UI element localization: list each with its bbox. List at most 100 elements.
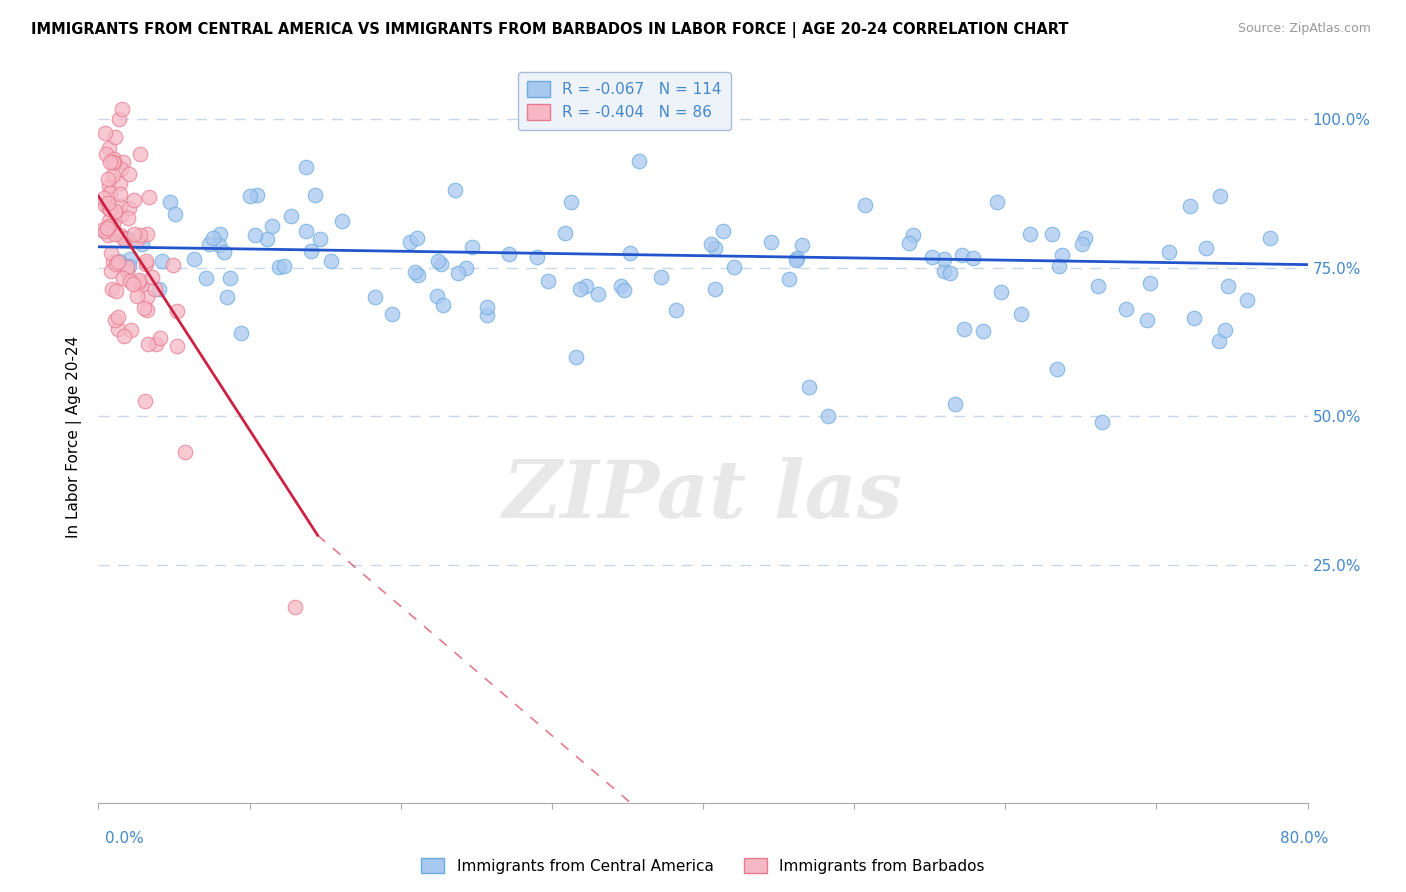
Point xyxy=(575,278,598,293)
Point xyxy=(108,228,131,243)
Point xyxy=(990,285,1012,299)
Point xyxy=(1136,312,1159,326)
Point xyxy=(141,269,163,284)
Point xyxy=(97,195,120,210)
Point xyxy=(108,112,131,127)
Point xyxy=(117,211,139,225)
Legend: Immigrants from Central America, Immigrants from Barbados: Immigrants from Central America, Immigra… xyxy=(415,852,991,880)
Point xyxy=(897,235,920,250)
Point xyxy=(332,214,354,228)
Point xyxy=(704,282,727,296)
Point xyxy=(1071,237,1094,252)
Point xyxy=(364,290,387,304)
Point xyxy=(166,304,188,318)
Text: ZIPat las: ZIPat las xyxy=(503,457,903,534)
Point xyxy=(613,284,636,298)
Point xyxy=(526,250,548,264)
Point xyxy=(1019,227,1042,242)
Point xyxy=(118,252,141,266)
Point xyxy=(112,231,135,245)
Point xyxy=(665,302,688,317)
Point xyxy=(797,379,820,393)
Point xyxy=(145,336,167,351)
Point xyxy=(174,445,197,459)
Point xyxy=(96,146,118,161)
Point xyxy=(97,171,120,186)
Point xyxy=(93,191,115,205)
Point xyxy=(100,246,122,260)
Point xyxy=(267,260,290,274)
Point xyxy=(97,228,120,243)
Point xyxy=(101,155,124,169)
Point xyxy=(243,227,266,242)
Point xyxy=(104,227,127,241)
Point xyxy=(136,303,159,318)
Point xyxy=(98,186,121,201)
Point xyxy=(110,161,132,176)
Point xyxy=(273,260,295,274)
Point xyxy=(128,275,150,289)
Point xyxy=(564,350,586,364)
Point xyxy=(214,245,236,260)
Point xyxy=(135,257,157,271)
Point xyxy=(163,207,186,221)
Point xyxy=(98,202,121,217)
Point xyxy=(107,310,129,324)
Point xyxy=(128,147,150,161)
Point xyxy=(118,201,141,215)
Point xyxy=(408,268,430,282)
Point xyxy=(309,232,332,246)
Point xyxy=(229,326,252,340)
Point xyxy=(299,244,322,259)
Point xyxy=(201,231,224,245)
Text: IMMIGRANTS FROM CENTRAL AMERICA VS IMMIGRANTS FROM BARBADOS IN LABOR FORCE | AGE: IMMIGRANTS FROM CENTRAL AMERICA VS IMMIG… xyxy=(31,22,1069,38)
Point xyxy=(101,255,124,269)
Point xyxy=(118,259,141,273)
Point xyxy=(404,265,426,279)
Point xyxy=(143,283,166,297)
Point xyxy=(98,178,121,193)
Point xyxy=(713,224,735,238)
Point xyxy=(256,232,278,246)
Point xyxy=(1087,278,1109,293)
Point xyxy=(1209,189,1232,203)
Point xyxy=(1213,322,1236,336)
Point xyxy=(104,257,127,271)
Point xyxy=(477,300,499,314)
Point xyxy=(134,393,156,408)
Point xyxy=(90,223,112,237)
Point xyxy=(461,240,484,254)
Point xyxy=(97,222,120,236)
Point xyxy=(778,272,800,286)
Point xyxy=(217,290,239,304)
Point xyxy=(560,195,582,210)
Point xyxy=(475,308,498,322)
Point xyxy=(628,153,651,168)
Point xyxy=(107,321,129,335)
Text: 0.0%: 0.0% xyxy=(105,831,145,846)
Point xyxy=(100,264,122,278)
Point xyxy=(131,236,153,251)
Point xyxy=(280,209,302,223)
Point xyxy=(295,160,318,174)
Point xyxy=(537,274,560,288)
Point xyxy=(704,242,727,256)
Point xyxy=(943,397,966,411)
Point xyxy=(972,324,994,338)
Point xyxy=(432,298,454,312)
Point xyxy=(295,224,318,238)
Point xyxy=(122,277,145,292)
Y-axis label: In Labor Force | Age 20-24: In Labor Force | Age 20-24 xyxy=(66,336,82,538)
Point xyxy=(950,248,973,262)
Point xyxy=(94,198,117,212)
Point xyxy=(406,231,429,245)
Point xyxy=(120,323,142,337)
Point xyxy=(853,198,876,212)
Point xyxy=(610,279,633,293)
Point xyxy=(934,252,956,266)
Point xyxy=(98,141,121,155)
Point xyxy=(134,301,156,315)
Point xyxy=(901,227,924,242)
Point xyxy=(135,254,157,268)
Point xyxy=(1052,248,1074,262)
